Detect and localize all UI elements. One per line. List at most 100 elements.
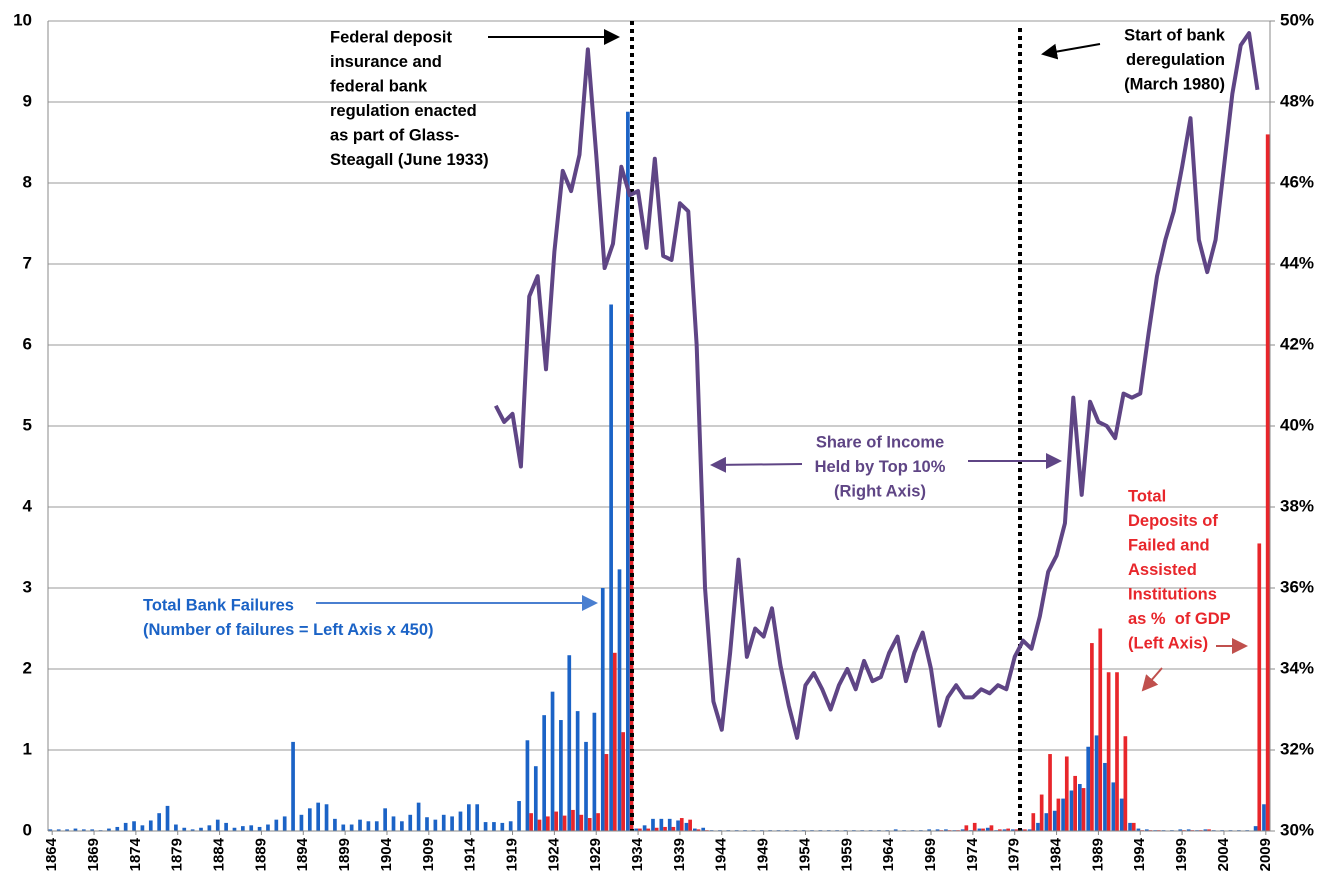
annotation: Failed and (1128, 536, 1210, 554)
bar (1023, 829, 1027, 831)
bar (1144, 829, 1149, 831)
x-tick-label: 1909 (420, 838, 437, 871)
bar (1094, 735, 1099, 831)
bar (1036, 822, 1040, 831)
bar (692, 828, 697, 831)
x-tick-label: 1979 (1006, 838, 1023, 871)
bar (1056, 798, 1061, 831)
bar (1011, 829, 1015, 831)
bar (48, 829, 53, 831)
bar (964, 825, 969, 831)
y-tick-label: 2 (23, 658, 32, 677)
annotation: Deposits of (1128, 512, 1218, 530)
bar (1031, 813, 1036, 831)
x-tick-label: 1899 (336, 838, 353, 871)
bar (579, 814, 584, 831)
bar (249, 825, 254, 831)
bar (1061, 798, 1065, 831)
bar (65, 829, 69, 831)
annotation: Share of Income (816, 433, 944, 451)
x-tick-label: 1934 (629, 837, 646, 871)
bar (157, 813, 161, 831)
annotation: Federal deposit (330, 28, 452, 46)
arrows (316, 29, 1248, 692)
bar (609, 304, 613, 831)
bar (148, 820, 153, 831)
y2-tick-label: 32% (1280, 739, 1314, 758)
x-tick-label: 2009 (1257, 838, 1274, 871)
y2-tick-label: 40% (1280, 415, 1314, 434)
bar (232, 827, 237, 831)
bars (48, 111, 1270, 832)
x-tick-label: 1919 (503, 838, 520, 871)
bar (333, 818, 337, 831)
bar (567, 655, 572, 831)
bar (935, 829, 940, 831)
bar (960, 829, 965, 831)
bar (972, 822, 977, 831)
bar (81, 829, 86, 831)
annotation: Steagall (June 1933) (330, 151, 489, 169)
bar (257, 826, 262, 831)
bar (587, 818, 592, 831)
bar (1069, 790, 1074, 831)
bar (475, 804, 480, 831)
y-tick-label: 7 (23, 253, 32, 272)
bar (646, 828, 651, 831)
y2-tick-label: 46% (1280, 172, 1314, 191)
bar (1002, 829, 1007, 831)
bar (241, 826, 245, 831)
bar (596, 813, 600, 831)
bar (537, 819, 542, 831)
bar (1103, 762, 1107, 831)
y2-tick-label: 38% (1280, 496, 1314, 515)
x-tick-label: 1879 (169, 838, 186, 871)
bar (533, 766, 538, 831)
bar (1014, 829, 1019, 831)
bar (1115, 672, 1119, 831)
bar (224, 822, 228, 831)
y2-tick-label: 42% (1280, 334, 1314, 353)
bar (1106, 672, 1111, 831)
bar (638, 828, 642, 831)
x-tick-label: 1959 (838, 838, 855, 871)
x-tick-label: 1904 (378, 837, 395, 871)
y-tick-label: 0 (23, 820, 32, 839)
x-tick-label: 1969 (922, 838, 939, 871)
y-tick-label: 8 (23, 172, 32, 191)
bar (600, 588, 605, 831)
bar (981, 828, 985, 831)
bar (1123, 736, 1128, 831)
bar (341, 824, 346, 831)
annotation: Held by Top 10% (815, 458, 946, 476)
bar (893, 829, 898, 831)
bar (115, 826, 120, 831)
annotation: as part of Glass- (330, 126, 459, 144)
bar (1262, 804, 1266, 831)
bar (1136, 828, 1141, 831)
bar (299, 814, 304, 831)
bar (56, 829, 61, 831)
bar (575, 711, 580, 831)
x-tick-label: 1894 (294, 837, 311, 871)
bar (1086, 746, 1091, 831)
bar (634, 828, 639, 831)
bar (617, 569, 622, 831)
bar (1111, 782, 1116, 831)
bar (1186, 829, 1191, 831)
bar (985, 827, 990, 831)
bar (684, 822, 689, 831)
annotation: (March 1980) (1124, 75, 1225, 93)
y2-tick-label: 50% (1280, 10, 1314, 29)
bar (1073, 775, 1077, 831)
y2-tick-label: 44% (1280, 253, 1314, 272)
bar (659, 818, 664, 831)
bar (140, 825, 145, 831)
annotation: (Number of failures = Left Axis x 450) (143, 621, 434, 639)
y-tick-label: 3 (23, 577, 32, 596)
bar (165, 805, 170, 831)
bar (550, 691, 555, 831)
bar (592, 712, 597, 831)
y2-tick-label: 34% (1280, 658, 1314, 677)
bar (612, 652, 617, 831)
